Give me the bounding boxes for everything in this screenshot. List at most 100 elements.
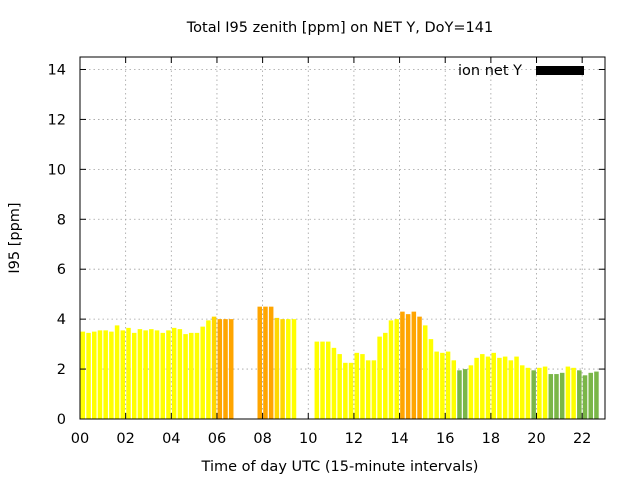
bar <box>103 330 108 419</box>
bar <box>337 354 342 419</box>
bar <box>588 372 593 419</box>
bar <box>348 362 354 419</box>
legend-label: ion net Y <box>458 63 522 79</box>
bar <box>166 330 171 419</box>
bar <box>497 357 502 419</box>
x-tick-labels: 00 02 04 06 08 10 12 14 16 18 20 22 <box>71 431 592 447</box>
bar <box>160 332 165 419</box>
grid-lines <box>80 57 605 419</box>
bar <box>525 367 531 419</box>
bar <box>434 351 439 419</box>
bar <box>445 351 451 419</box>
y-tick-label: 12 <box>48 112 66 128</box>
bar <box>577 370 582 419</box>
bar <box>520 365 525 419</box>
bar <box>206 320 211 419</box>
bar <box>428 339 434 419</box>
bar <box>531 370 536 419</box>
bar <box>154 330 160 419</box>
bar <box>462 369 468 419</box>
bar <box>109 331 114 419</box>
bar <box>149 329 154 419</box>
bar <box>400 311 405 419</box>
bar <box>514 356 519 419</box>
bar <box>217 319 223 419</box>
bar <box>548 374 554 419</box>
x-tick-label: 16 <box>436 431 454 447</box>
bar <box>571 367 576 419</box>
x-tick-label: 12 <box>345 431 363 447</box>
bar <box>377 336 382 419</box>
bar <box>211 316 217 419</box>
bar <box>126 327 131 419</box>
legend: ion net Y <box>458 63 584 79</box>
y-tick-label: 4 <box>57 312 66 328</box>
bar <box>582 375 588 419</box>
bar <box>554 374 559 419</box>
bar <box>383 332 388 419</box>
bar <box>200 326 205 419</box>
plot-frame <box>79 56 606 420</box>
bar <box>263 306 268 419</box>
bar <box>183 334 188 419</box>
x-tick-label: 04 <box>162 431 180 447</box>
y-tick-label: 14 <box>48 62 66 78</box>
bar <box>286 319 291 419</box>
x-axis-label: Time of day UTC (15-minute intervals) <box>201 459 479 475</box>
bar <box>502 356 508 419</box>
x-tick-label: 22 <box>573 431 591 447</box>
bar <box>417 316 422 419</box>
bar <box>394 319 399 419</box>
bar <box>223 319 228 419</box>
x-tick-label: 02 <box>116 431 134 447</box>
bar <box>360 354 365 419</box>
x-tick-label: 10 <box>299 431 317 447</box>
chart-title: Total I95 zenith [ppm] on NET Y, DoY=141 <box>186 20 493 36</box>
bar <box>388 320 394 419</box>
bar <box>508 360 514 419</box>
bar <box>86 332 91 419</box>
x-tick-label: 20 <box>527 431 545 447</box>
bar <box>485 356 491 419</box>
y-tick-labels: 0 2 4 6 8 10 12 14 <box>48 62 66 428</box>
bar <box>491 352 496 419</box>
bar <box>559 372 565 419</box>
bar <box>411 311 417 419</box>
bar <box>114 325 120 419</box>
bar <box>268 306 274 419</box>
bar <box>228 319 234 419</box>
bar <box>343 362 348 419</box>
bar <box>314 341 320 419</box>
bar <box>92 331 97 419</box>
x-tick-label: 08 <box>253 431 271 447</box>
bar <box>143 330 148 419</box>
bar <box>537 367 542 419</box>
bar <box>120 330 126 419</box>
x-tick-label: 06 <box>208 431 226 447</box>
bar <box>331 347 337 419</box>
bar <box>480 354 485 419</box>
bar <box>565 366 571 419</box>
bar <box>474 357 479 419</box>
legend-swatch <box>536 66 584 75</box>
bar <box>291 319 297 419</box>
y-tick-label: 10 <box>48 162 66 178</box>
bar <box>371 360 377 419</box>
bar <box>457 370 462 419</box>
bar <box>97 330 103 419</box>
bar <box>325 341 331 419</box>
bar <box>194 332 200 419</box>
y-tick-label: 2 <box>57 362 66 378</box>
bar <box>171 327 177 419</box>
y-tick-label: 6 <box>57 262 66 278</box>
bar <box>177 329 183 419</box>
y-tick-label: 8 <box>57 212 66 228</box>
bar <box>280 319 285 419</box>
axis-ticks <box>79 57 605 420</box>
bar <box>440 352 445 419</box>
bar <box>189 332 194 419</box>
bar <box>542 366 548 419</box>
y-tick-label: 0 <box>57 412 66 428</box>
y-axis-label: I95 [ppm] <box>7 202 23 273</box>
